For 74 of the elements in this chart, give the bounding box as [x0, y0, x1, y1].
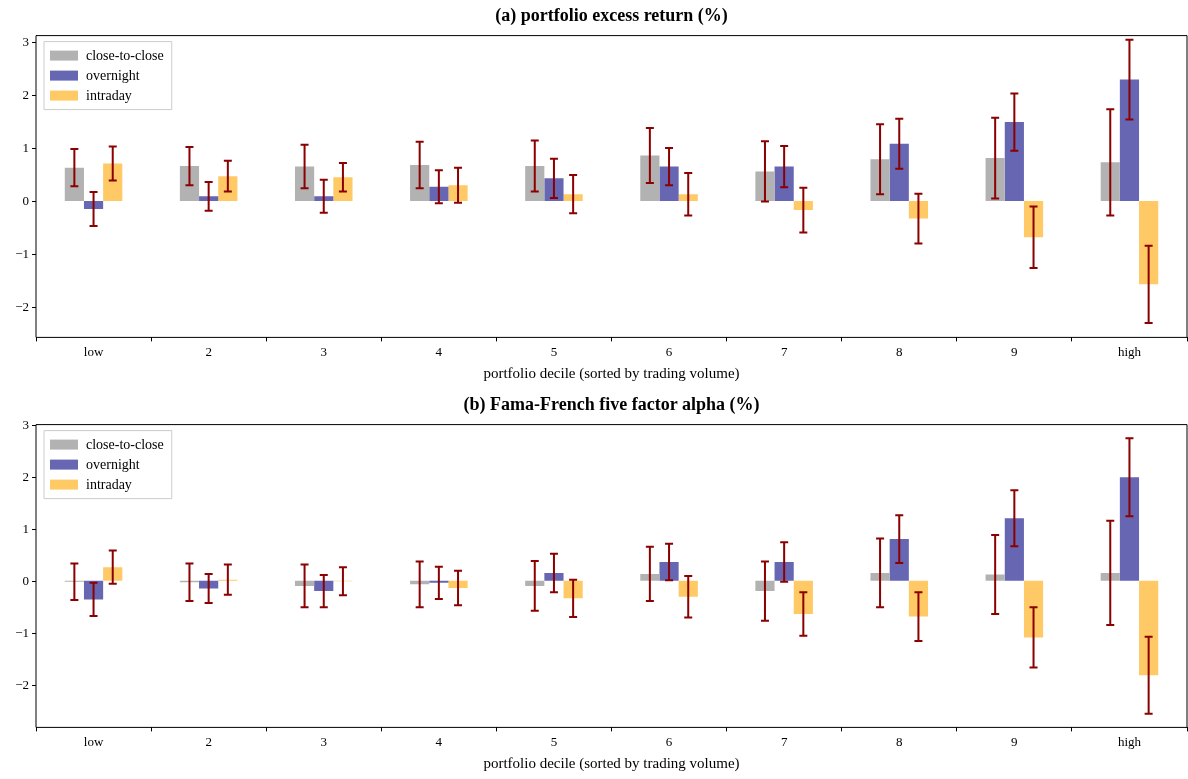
- y-tick-label: −2: [15, 676, 29, 692]
- bar: [985, 574, 1005, 581]
- bar: [889, 143, 909, 202]
- bar: [774, 561, 794, 581]
- x-tick-label: 2: [205, 733, 212, 749]
- bar: [199, 196, 219, 202]
- bar: [908, 580, 929, 617]
- bar: [103, 163, 123, 202]
- bar: [678, 194, 698, 202]
- x-tick-label: 2: [205, 343, 212, 359]
- x-tick-label: low: [83, 733, 104, 749]
- y-tick-label: 2: [22, 86, 29, 102]
- bar: [908, 201, 929, 219]
- legend-label: overnight: [86, 68, 140, 84]
- y-tick-label: −1: [15, 624, 29, 640]
- y-tick-label: 3: [22, 416, 29, 432]
- x-tick-label: 8: [896, 733, 903, 749]
- bar: [448, 580, 468, 588]
- y-tick-label: 3: [22, 33, 29, 49]
- bar: [774, 166, 794, 202]
- x-tick-label: low: [83, 343, 104, 359]
- bar: [1004, 122, 1024, 202]
- legend-label: close-to-close: [86, 437, 164, 453]
- x-axis-title: portfolio decile (sorted by trading volume): [483, 364, 740, 382]
- y-tick-label: −1: [15, 245, 29, 261]
- y-tick-label: 0: [22, 192, 29, 208]
- bar: [333, 177, 353, 202]
- x-tick-label: 7: [780, 343, 788, 359]
- x-tick-label: 4: [435, 343, 443, 359]
- bar: [218, 176, 238, 202]
- legend-label: overnight: [86, 457, 140, 473]
- legend-label: close-to-close: [86, 48, 164, 64]
- y-tick-label: 0: [22, 572, 29, 588]
- x-tick-label: 7: [780, 733, 788, 749]
- bar: [1139, 580, 1159, 676]
- x-tick-label: high: [1117, 343, 1142, 359]
- x-tick-label: 3: [320, 733, 327, 749]
- x-tick-label: 8: [896, 343, 903, 359]
- x-tick-label: 9: [1011, 343, 1018, 359]
- bar: [64, 167, 84, 202]
- x-tick-label: 6: [665, 733, 673, 749]
- bar: [314, 196, 334, 202]
- bar: [659, 166, 679, 202]
- bar: [640, 155, 660, 202]
- bar: [563, 194, 583, 202]
- y-tick-label: 1: [22, 520, 29, 536]
- x-axis-title: portfolio decile (sorted by trading volume): [483, 754, 740, 772]
- x-tick-label: high: [1117, 733, 1142, 749]
- bar: [889, 539, 909, 581]
- bar: [755, 171, 775, 202]
- chart-title: (a) portfolio excess return (%): [495, 5, 728, 27]
- y-tick-label: 1: [22, 139, 29, 155]
- bar: [870, 159, 890, 202]
- bar: [1139, 201, 1159, 285]
- x-tick-label: 6: [665, 343, 673, 359]
- x-tick-label: 4: [435, 733, 443, 749]
- legend-label: intraday: [86, 477, 132, 493]
- x-tick-label: 5: [550, 733, 558, 749]
- x-tick-label: 5: [550, 343, 558, 359]
- bar: [448, 185, 468, 202]
- x-tick-label: 9: [1011, 733, 1018, 749]
- bar: [103, 567, 123, 581]
- bar: [1004, 518, 1024, 581]
- bar: [1023, 580, 1044, 638]
- bar: [410, 165, 430, 202]
- bar: [1119, 477, 1140, 581]
- y-tick-label: −2: [15, 298, 29, 314]
- y-tick-label: 2: [22, 468, 29, 484]
- bar: [179, 166, 200, 202]
- bar: [755, 580, 775, 592]
- legend-label: intraday: [86, 88, 132, 104]
- x-tick-label: 3: [320, 343, 327, 359]
- bar: [1119, 79, 1140, 202]
- chart-title: (b) Fama-French five factor alpha (%): [463, 394, 760, 416]
